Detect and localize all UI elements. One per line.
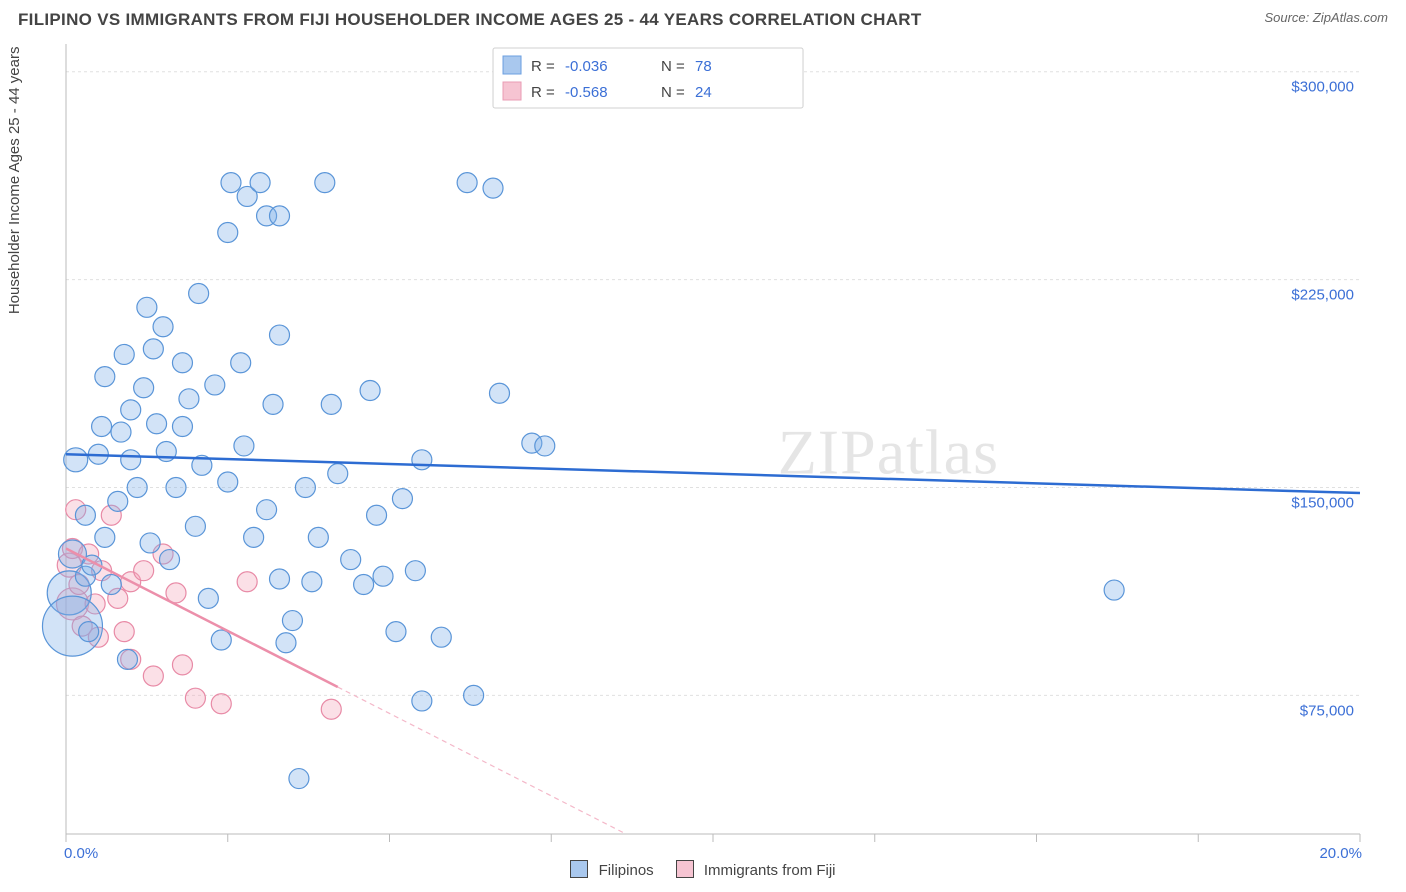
svg-text:-0.568: -0.568 (565, 84, 608, 101)
legend-label: Immigrants from Fiji (704, 862, 836, 879)
svg-text:N =: N = (661, 58, 685, 75)
legend-label: Filipinos (599, 862, 654, 879)
legend-item-fiji: Immigrants from Fiji (676, 860, 836, 879)
chart-title: FILIPINO VS IMMIGRANTS FROM FIJI HOUSEHO… (18, 10, 922, 30)
svg-text:R =: R = (531, 84, 555, 101)
svg-text:N =: N = (661, 84, 685, 101)
chart-source: Source: ZipAtlas.com (1264, 10, 1388, 25)
svg-text:R =: R = (531, 58, 555, 75)
svg-text:$150,000: $150,000 (1291, 495, 1354, 512)
bottom-legend: Filipinos Immigrants from Fiji (0, 860, 1406, 879)
svg-text:$225,000: $225,000 (1291, 287, 1354, 304)
svg-text:$75,000: $75,000 (1300, 702, 1354, 719)
svg-text:78: 78 (695, 58, 712, 75)
scatter-chart: $75,000$150,000$225,000$300,000ZIPatlas0… (18, 38, 1388, 858)
svg-text:20.0%: 20.0% (1319, 845, 1362, 858)
svg-text:-0.036: -0.036 (565, 58, 608, 75)
legend-swatch-pink (676, 860, 694, 878)
legend-swatch-blue (570, 860, 588, 878)
y-axis-label: Householder Income Ages 25 - 44 years (6, 47, 23, 315)
svg-text:$300,000: $300,000 (1291, 79, 1354, 96)
svg-text:24: 24 (695, 84, 712, 101)
chart-area: Householder Income Ages 25 - 44 years $7… (18, 38, 1388, 858)
svg-text:0.0%: 0.0% (64, 845, 98, 858)
chart-header: FILIPINO VS IMMIGRANTS FROM FIJI HOUSEHO… (0, 0, 1406, 36)
legend-item-filipinos: Filipinos (570, 860, 653, 879)
